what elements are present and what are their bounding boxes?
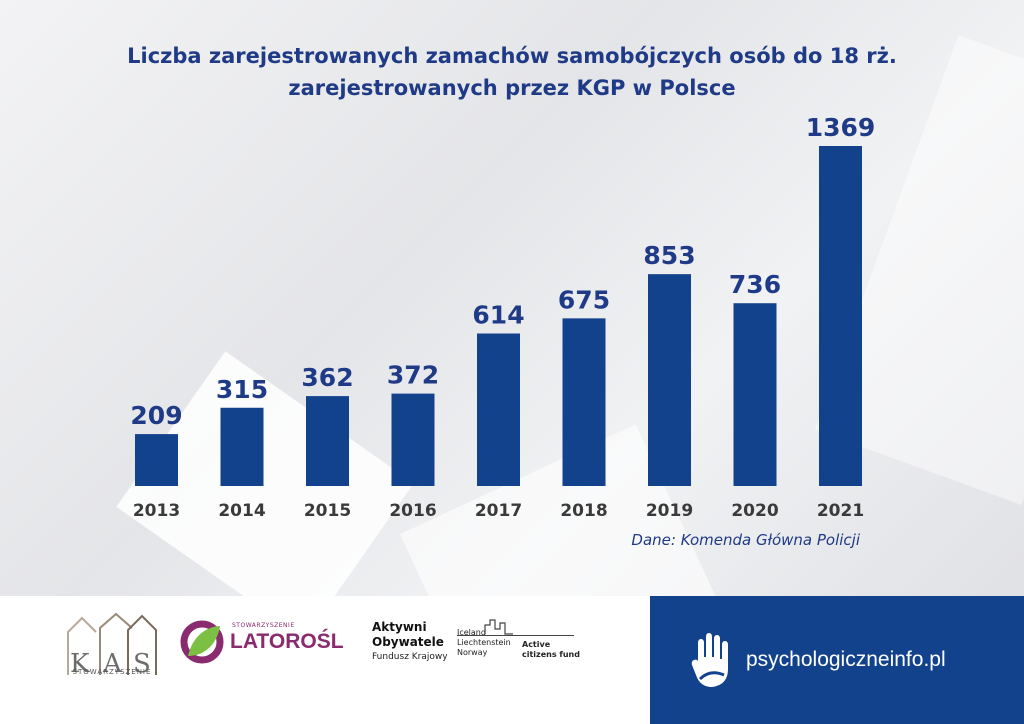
aktywni-title-line: Aktywni	[372, 620, 427, 634]
value-label-2017: 614	[472, 301, 524, 330]
grants-divider	[457, 635, 574, 636]
data-source: Dane: Komenda Główna Policji	[631, 531, 860, 549]
footer-brand: psychologiczneinfo.pl	[650, 596, 1024, 724]
latorosl-leaf-icon	[180, 620, 224, 664]
category-label-2019: 2019	[646, 501, 693, 521]
category-label-2021: 2021	[817, 501, 864, 521]
bar-2019	[648, 274, 691, 486]
bar-2020	[733, 303, 777, 486]
value-label-2021: 1369	[806, 113, 876, 142]
kas-logo: K A S	[67, 612, 157, 679]
category-label-2016: 2016	[389, 501, 436, 521]
hand-icon	[691, 633, 728, 687]
bar-2018	[562, 318, 606, 486]
bar-2013	[135, 434, 178, 486]
value-label-2013: 209	[130, 401, 182, 430]
value-label-2018: 675	[558, 285, 610, 314]
active-citizens-fund: Active citizens fund	[522, 640, 582, 660]
grants-country: Liechtenstein	[457, 638, 511, 647]
latorosl-subtitle: STOWARZYSZENIE	[232, 622, 295, 629]
grants-countries: Iceland Liechtenstein Norway	[457, 628, 517, 658]
footer-logos	[0, 596, 650, 724]
aktywni-obywatele-subtitle: Fundusz Krajowy	[372, 652, 448, 662]
category-label-2017: 2017	[475, 501, 522, 521]
bar-2017	[477, 333, 520, 486]
category-label-2018: 2018	[560, 501, 607, 521]
bar-2014	[220, 407, 264, 486]
bar-2016	[391, 393, 435, 486]
latorosl-name: LATOROŚL	[230, 630, 344, 653]
grants-country: Iceland	[457, 628, 486, 637]
category-label-2014: 2014	[218, 501, 265, 521]
kas-logo-letter: K	[70, 649, 90, 679]
category-label-2020: 2020	[731, 501, 778, 521]
category-label-2013: 2013	[133, 501, 180, 521]
value-label-2020: 736	[729, 270, 781, 299]
skyline-icon	[484, 619, 513, 635]
value-label-2016: 372	[387, 361, 439, 390]
chart-title-line: zarejestrowanych przez KGP w Polsce	[288, 76, 736, 100]
chart-title: Liczba zarejestrowanych zamachów samobój…	[60, 40, 964, 104]
bar-chart: 209 2013 315 2014 362 2015 372 2016 614 2017 675 20…	[130, 113, 876, 521]
site-url: psychologiczneinfo.pl	[746, 648, 946, 671]
acf-line: citizens fund	[522, 650, 580, 659]
kas-logo-letter: A	[102, 649, 123, 679]
acf-line: Active	[522, 640, 551, 649]
bar-2015	[306, 396, 349, 486]
value-label-2014: 315	[216, 375, 268, 404]
kas-logo-letter: S	[133, 649, 151, 679]
chart-title-line: Liczba zarejestrowanych zamachów samobój…	[127, 44, 897, 68]
grants-country: Norway	[457, 648, 488, 657]
aktywni-title-line: Obywatele	[372, 635, 444, 649]
category-label-2015: 2015	[304, 501, 351, 521]
aktywni-obywatele-title: Aktywni Obywatele	[372, 620, 462, 650]
value-label-2019: 853	[643, 241, 695, 270]
bar-2021	[819, 146, 862, 486]
value-label-2015: 362	[301, 363, 353, 392]
kas-subtitle: STOWARZYSZENIE	[72, 668, 152, 676]
